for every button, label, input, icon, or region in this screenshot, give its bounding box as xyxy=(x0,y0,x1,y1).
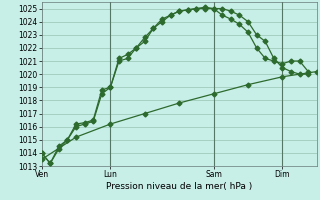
X-axis label: Pression niveau de la mer( hPa ): Pression niveau de la mer( hPa ) xyxy=(106,182,252,191)
